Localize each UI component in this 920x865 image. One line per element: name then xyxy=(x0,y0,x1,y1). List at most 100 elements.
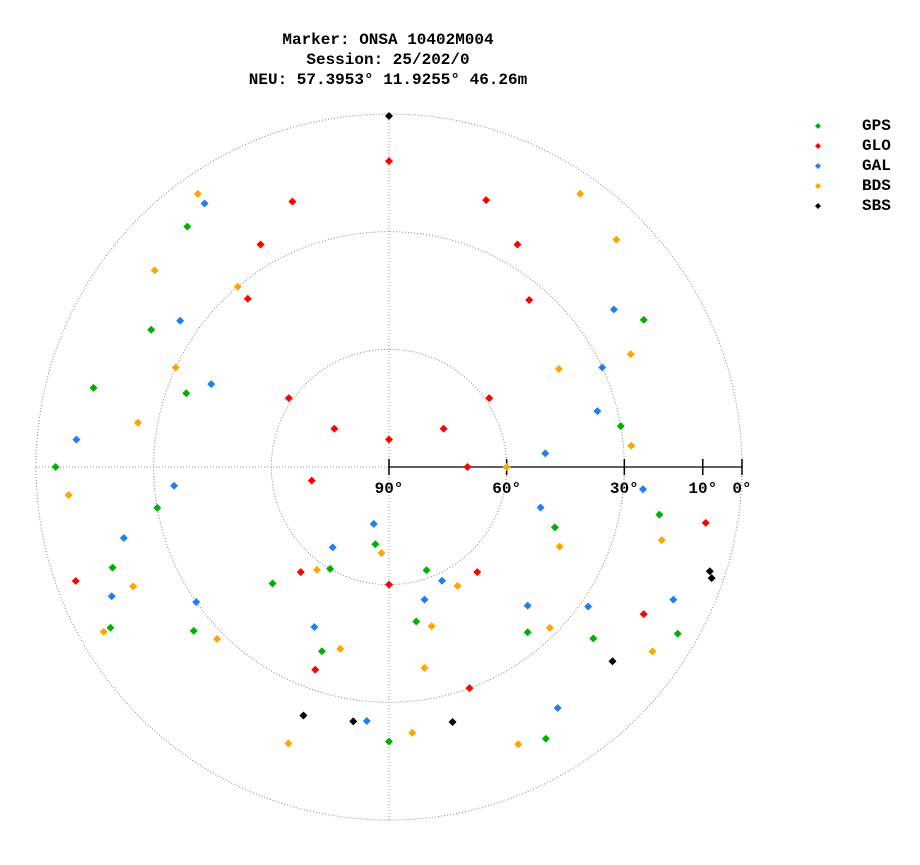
satellite-point xyxy=(669,595,678,604)
tick-label: 30° xyxy=(610,480,639,498)
satellite-point xyxy=(385,157,393,166)
satellite-point xyxy=(296,568,305,577)
satellite-point xyxy=(523,628,532,637)
satellite-point xyxy=(256,240,265,249)
satellite-point xyxy=(584,602,593,611)
satellite-point xyxy=(705,567,714,576)
satellite-point xyxy=(310,622,319,631)
satellite-point xyxy=(385,580,393,589)
satellite-point xyxy=(657,536,666,545)
satellite-point xyxy=(369,519,378,528)
satellite-point xyxy=(170,481,179,490)
satellite-point xyxy=(589,634,598,643)
satellite-point xyxy=(371,540,380,549)
satellite-point xyxy=(299,711,308,720)
satellite-point xyxy=(108,563,117,572)
satellite-point xyxy=(385,435,393,444)
satellite-point xyxy=(638,485,647,494)
chart-title: Session: 25/202/0 xyxy=(306,51,469,69)
satellite-point xyxy=(207,380,216,389)
satellite-point xyxy=(284,394,293,403)
satellite-point xyxy=(182,389,191,398)
legend-label: GPS xyxy=(862,117,891,135)
satellite-point xyxy=(422,566,431,575)
satellite-point xyxy=(523,601,532,610)
satellite-point xyxy=(473,568,482,577)
satellite-point xyxy=(609,305,618,314)
satellite-point xyxy=(453,581,462,590)
satellite-point xyxy=(243,294,252,303)
satellite-point xyxy=(463,463,472,471)
satellite-point xyxy=(51,463,60,471)
satellite-point xyxy=(420,663,429,672)
satellite-point xyxy=(648,647,657,656)
satellite-point xyxy=(448,717,457,726)
legend-marker xyxy=(815,183,821,189)
satellite-point xyxy=(213,634,222,643)
satellite-point xyxy=(385,737,393,746)
satellite-point xyxy=(427,622,436,631)
chart-title: NEU: 57.3953° 11.9255° 46.26m xyxy=(249,71,528,89)
satellite-point xyxy=(313,565,322,574)
satellite-point xyxy=(183,222,192,231)
satellite-point xyxy=(502,463,511,471)
satellite-point xyxy=(328,543,337,552)
satellite-point xyxy=(336,644,345,653)
satellite-point xyxy=(129,582,138,591)
satellite-point xyxy=(655,510,664,519)
satellite-point xyxy=(408,728,417,737)
satellite-point xyxy=(362,716,371,725)
satellite-point xyxy=(119,534,128,543)
legend-marker xyxy=(815,143,821,149)
satellite-point xyxy=(514,740,523,749)
satellite-point xyxy=(612,235,621,244)
satellite-point xyxy=(89,383,98,392)
satellite-point xyxy=(171,363,180,372)
satellite-point xyxy=(153,503,162,512)
satellite-point xyxy=(701,518,710,527)
satellite-point xyxy=(545,623,554,632)
satellite-point xyxy=(608,657,617,666)
satellite-point xyxy=(288,197,297,206)
satellite-point xyxy=(317,647,326,656)
satellite-point xyxy=(639,315,648,324)
satellite-point xyxy=(639,610,648,619)
legend-label: GAL xyxy=(862,157,891,175)
satellite-point xyxy=(536,503,545,512)
satellite-point xyxy=(64,491,73,500)
satellite-point xyxy=(193,189,202,198)
tick-label: 90° xyxy=(375,480,404,498)
tick-label: 60° xyxy=(492,480,521,498)
satellite-point xyxy=(626,350,635,359)
satellite-point xyxy=(465,684,474,693)
satellite-point xyxy=(189,626,198,635)
satellite-point xyxy=(707,574,716,583)
legend-label: GLO xyxy=(862,137,891,155)
satellite-point xyxy=(107,592,116,601)
satellite-point xyxy=(192,597,201,606)
satellite-point xyxy=(438,576,447,585)
satellite-point xyxy=(284,739,293,748)
satellite-point xyxy=(99,627,108,636)
satellite-point xyxy=(106,623,115,632)
tick-label: 0° xyxy=(732,480,751,498)
satellite-point xyxy=(349,717,358,726)
satellite-point xyxy=(513,240,522,249)
satellite-point xyxy=(541,449,550,458)
satellite-point xyxy=(673,629,682,638)
satellite-point xyxy=(268,579,277,588)
satellite-point xyxy=(550,523,559,532)
satellite-point xyxy=(326,564,335,573)
tick-label: 10° xyxy=(688,480,717,498)
satellite-point xyxy=(576,189,585,198)
satellite-point xyxy=(482,196,491,205)
satellite-point xyxy=(377,548,386,557)
satellite-point xyxy=(311,665,320,674)
satellite-point xyxy=(439,424,448,433)
satellite-point xyxy=(330,424,339,433)
satellite-point xyxy=(593,407,602,416)
legend-marker xyxy=(815,123,821,129)
legend-label: BDS xyxy=(862,177,891,195)
chart-title: Marker: ONSA 10402M004 xyxy=(282,31,494,49)
